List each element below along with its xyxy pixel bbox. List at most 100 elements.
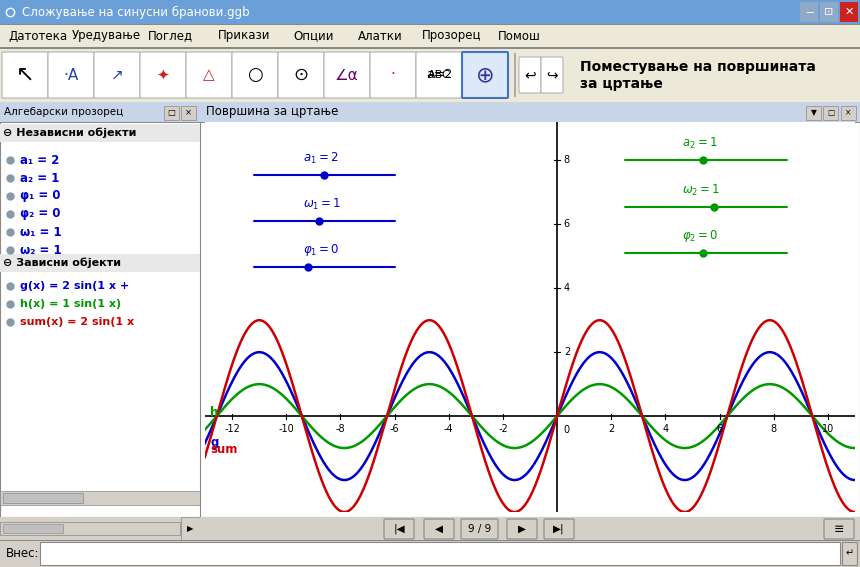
Text: ↪: ↪ <box>546 68 558 82</box>
FancyBboxPatch shape <box>186 52 232 98</box>
Text: Алгебарски прозорец: Алгебарски прозорец <box>4 107 123 117</box>
Text: Датотека: Датотека <box>8 29 67 43</box>
FancyBboxPatch shape <box>519 57 541 93</box>
Text: a₂ = 1: a₂ = 1 <box>20 171 59 184</box>
Bar <box>0 24 860 25</box>
Bar <box>3 493 83 503</box>
FancyBboxPatch shape <box>416 52 462 98</box>
Text: ✦: ✦ <box>157 67 169 83</box>
Text: ≡: ≡ <box>833 523 845 535</box>
FancyBboxPatch shape <box>541 57 563 93</box>
Text: ω₂ = 1: ω₂ = 1 <box>20 243 62 256</box>
Bar <box>200 102 860 122</box>
FancyBboxPatch shape <box>2 52 48 98</box>
Text: Поместување на површината: Поместување на површината <box>580 60 816 74</box>
Text: φ₂ = 0: φ₂ = 0 <box>20 208 60 221</box>
Text: ⊖ Зависни објекти: ⊖ Зависни објекти <box>3 258 121 268</box>
Text: ↖: ↖ <box>15 65 34 85</box>
Text: Опции: Опции <box>293 29 334 43</box>
Bar <box>0 254 200 272</box>
Text: -10: -10 <box>279 424 294 434</box>
Text: $\varphi_2 = 0$: $\varphi_2 = 0$ <box>682 228 718 244</box>
Bar <box>0 124 200 142</box>
Text: sum: sum <box>211 443 238 456</box>
Text: ·A: ·A <box>64 67 78 83</box>
Text: ○: ○ <box>247 66 263 84</box>
Text: за цртање: за цртање <box>580 77 663 91</box>
FancyBboxPatch shape <box>462 52 508 98</box>
Bar <box>0 540 860 541</box>
Text: ▶: ▶ <box>518 524 526 534</box>
Bar <box>0 48 860 49</box>
Text: $\varphi_1 = 0$: $\varphi_1 = 0$ <box>303 243 340 259</box>
Text: 6: 6 <box>564 219 570 229</box>
FancyBboxPatch shape <box>324 52 370 98</box>
Text: |◀: |◀ <box>393 524 405 534</box>
Text: ω₁ = 1: ω₁ = 1 <box>20 226 62 239</box>
Text: 0: 0 <box>564 425 570 435</box>
Text: 2: 2 <box>608 424 614 434</box>
Text: ↩: ↩ <box>525 68 536 82</box>
Text: ✕: ✕ <box>845 7 854 17</box>
FancyBboxPatch shape <box>507 519 537 539</box>
Text: ⊡: ⊡ <box>825 7 833 17</box>
Bar <box>842 542 857 565</box>
Text: Помош: Помош <box>498 29 541 43</box>
FancyBboxPatch shape <box>461 519 498 539</box>
Text: ·: · <box>390 67 396 83</box>
FancyBboxPatch shape <box>278 52 324 98</box>
Text: -6: -6 <box>390 424 399 434</box>
Bar <box>181 517 200 540</box>
Text: □: □ <box>826 108 834 117</box>
Bar <box>0 47 860 48</box>
Text: ▶: ▶ <box>187 524 194 533</box>
Bar <box>0 522 180 535</box>
Bar <box>164 106 179 120</box>
Text: ×: × <box>845 108 851 117</box>
Bar <box>0 491 200 505</box>
Text: ◀: ◀ <box>435 524 443 534</box>
Text: $\omega_1 = 1$: $\omega_1 = 1$ <box>303 197 341 212</box>
Text: Сложување на синусни бранови.ggb: Сложување на синусни бранови.ggb <box>22 6 249 19</box>
FancyBboxPatch shape <box>370 52 416 98</box>
Bar <box>0 122 200 123</box>
Text: φ₁ = 0: φ₁ = 0 <box>20 189 60 202</box>
FancyBboxPatch shape <box>94 52 140 98</box>
Text: -4: -4 <box>444 424 453 434</box>
Text: ABC: ABC <box>427 70 451 80</box>
FancyBboxPatch shape <box>384 519 414 539</box>
Text: ∠α: ∠α <box>335 67 359 83</box>
Text: Алатки: Алатки <box>358 29 402 43</box>
Text: △: △ <box>203 67 215 83</box>
Text: $\omega_2 = 1$: $\omega_2 = 1$ <box>682 183 720 198</box>
Text: -12: -12 <box>224 424 240 434</box>
Text: Прикази: Прикази <box>218 29 271 43</box>
Text: -8: -8 <box>335 424 345 434</box>
Text: ↗: ↗ <box>111 67 123 83</box>
Text: 2: 2 <box>564 347 570 357</box>
Text: ⊖ Независни објекти: ⊖ Независни објекти <box>3 128 137 138</box>
Text: 8: 8 <box>771 424 777 434</box>
Text: 6: 6 <box>716 424 722 434</box>
Text: 10: 10 <box>822 424 834 434</box>
Bar <box>806 106 821 120</box>
Text: a₁ = 2: a₁ = 2 <box>20 154 59 167</box>
FancyBboxPatch shape <box>140 52 186 98</box>
Text: Површина за цртање: Површина за цртање <box>206 105 338 119</box>
Text: 4: 4 <box>564 284 570 293</box>
Bar <box>40 542 840 565</box>
Bar <box>514 53 516 97</box>
FancyBboxPatch shape <box>424 519 454 539</box>
Text: □: □ <box>168 108 175 117</box>
Bar <box>200 122 860 123</box>
Text: $a_2 = 1$: $a_2 = 1$ <box>682 136 717 151</box>
Text: 9 / 9: 9 / 9 <box>468 524 491 534</box>
FancyBboxPatch shape <box>232 52 278 98</box>
Text: Внес:: Внес: <box>6 547 40 560</box>
Bar <box>181 106 196 120</box>
Text: ▼: ▼ <box>811 108 816 117</box>
Text: Поглед: Поглед <box>148 29 194 43</box>
Text: g(x) = 2 sin(1 x +: g(x) = 2 sin(1 x + <box>20 281 129 291</box>
Text: ↵: ↵ <box>846 548 854 558</box>
Bar <box>820 2 838 22</box>
